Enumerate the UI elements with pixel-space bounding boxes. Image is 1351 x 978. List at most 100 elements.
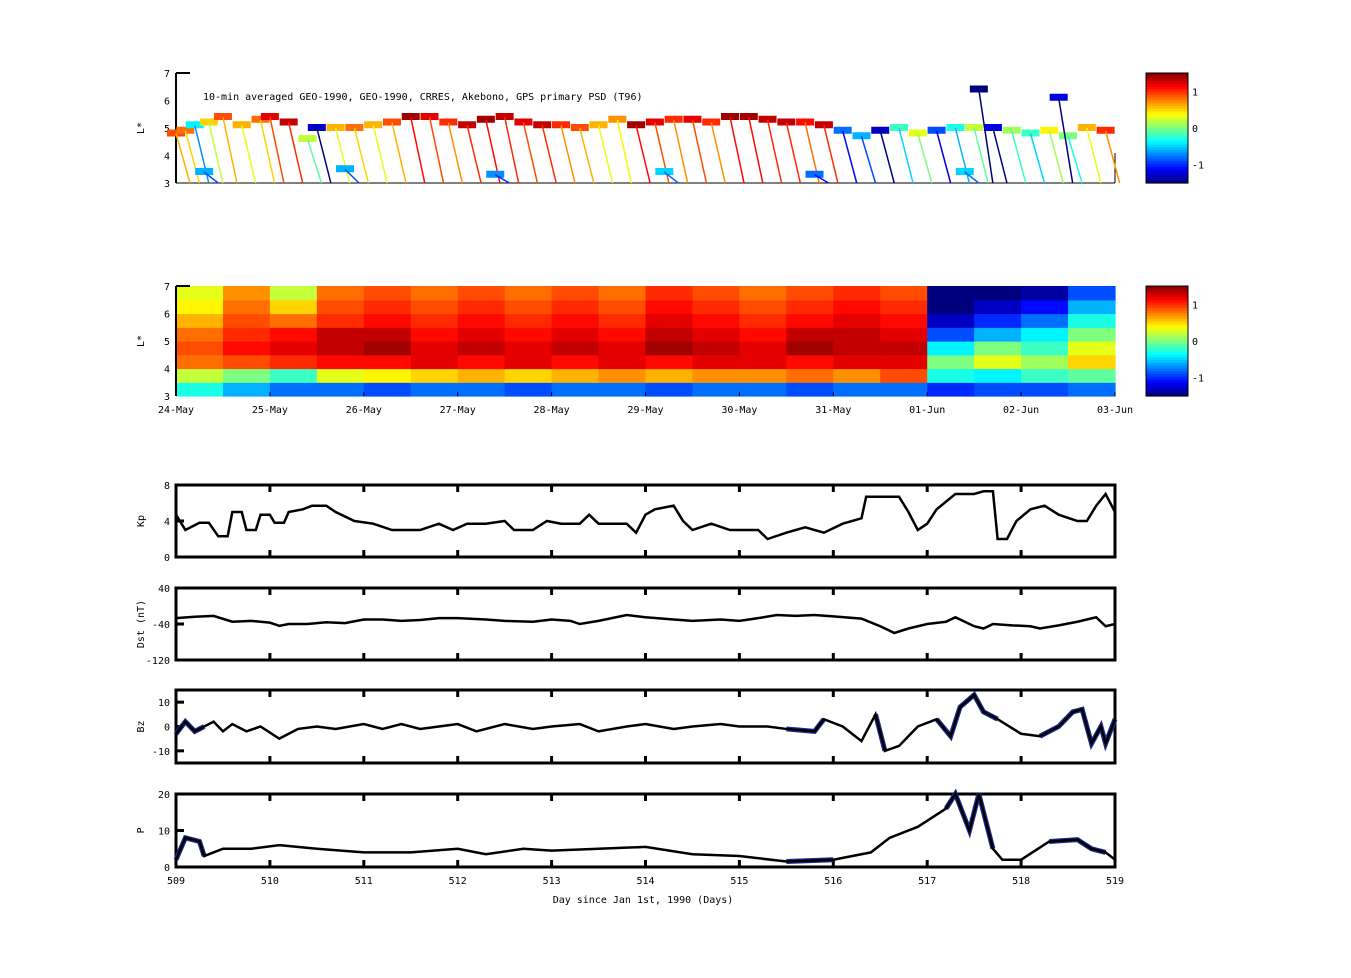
kp-y-tick-label: 4	[164, 517, 170, 528]
model-psd-colorbar-cell	[1146, 374, 1188, 378]
heatmap-cell	[457, 299, 506, 315]
heatmap-cell	[363, 286, 412, 301]
heatmap-cell	[222, 327, 271, 342]
psd-point	[805, 170, 824, 178]
model-psd-colorbar-cell	[1146, 332, 1188, 337]
psd-point	[927, 126, 946, 134]
psd-trace	[1104, 130, 1121, 184]
heatmap-cell	[1068, 368, 1116, 383]
psd-trace	[748, 116, 764, 184]
observed-psd-panel: 3 4 5 6 7 L* 1 0 -1	[136, 69, 1204, 190]
model-psd-colorbar-cell	[1146, 286, 1188, 290]
heatmap-cell	[833, 368, 881, 383]
date-tick-label: 28-May	[534, 405, 570, 416]
psd-trace	[560, 125, 576, 184]
heatmap-cell	[269, 368, 318, 383]
model-psd-colorbar-frame	[1145, 285, 1189, 397]
heatmap-cell	[974, 368, 1022, 383]
heatmap-cell	[1068, 382, 1116, 397]
model-psd-colorbar-cell	[1146, 291, 1188, 295]
x-axis-label: Day since Jan 1st, 1990 (Days)	[553, 895, 734, 906]
psd-point	[251, 115, 270, 123]
observed-psd-colorbar-cell	[1146, 103, 1188, 107]
date-tick-label: 29-May	[627, 405, 663, 416]
psd-point	[908, 129, 927, 137]
bz-series-line	[175, 692, 1117, 753]
heatmap-cell	[598, 382, 647, 397]
psd-trace	[1029, 133, 1046, 184]
heatmap-cell	[786, 327, 834, 342]
model-psd-colorbar-cell	[1146, 310, 1188, 315]
psd-point	[833, 126, 852, 134]
observed-psd-colorbar-cell	[1146, 122, 1188, 126]
x-tick-label: 518	[1012, 876, 1030, 887]
observed-psd-colorbar-cell	[1146, 139, 1188, 143]
heatmap-cell	[880, 341, 928, 356]
model-psd-colorbar-cell	[1146, 288, 1188, 293]
psd-point	[298, 135, 317, 142]
observed-psd-colorbar-cell	[1146, 92, 1188, 96]
heatmap-cell	[176, 341, 224, 356]
heatmap-cell	[692, 354, 740, 370]
observed-psd-colorbar-cell	[1146, 152, 1188, 157]
heatmap-cell	[739, 299, 787, 315]
heatmap-cell	[1021, 313, 1069, 328]
observed-psd-colorbar-cell	[1146, 130, 1188, 135]
heatmap-cell	[1068, 313, 1116, 328]
psd-trace	[823, 125, 839, 184]
heatmap-cell	[645, 299, 694, 315]
model-psd-colorbar-cell	[1146, 382, 1188, 386]
model-psd-panel: 3 4 5 6 7 L* 24-May 25-May 26-May 27-May 28-May 29-…	[136, 282, 1204, 416]
model-psd-colorbar-cell	[1146, 390, 1188, 394]
psd-point	[946, 124, 965, 131]
heatmap-cell	[833, 313, 881, 328]
model-psd-colorbar-cell	[1146, 338, 1188, 342]
date-tick-label: 24-May	[158, 405, 194, 416]
kp-y-tick-label: 0	[164, 553, 170, 564]
heatmap-cell	[1068, 327, 1116, 342]
heatmap-cell	[410, 286, 459, 301]
heatmap-cell	[1068, 286, 1116, 301]
psd-point	[758, 115, 777, 123]
heatmap-cell	[786, 368, 834, 383]
observed-psd-colorbar-cell	[1146, 136, 1188, 140]
model-psd-colorbar-cell	[1146, 376, 1188, 381]
heatmap-cell	[927, 382, 975, 397]
psd-trace	[466, 125, 482, 184]
heatmap-cell	[1068, 341, 1116, 356]
psd-trace	[663, 171, 679, 184]
heatmap-cell	[833, 341, 881, 356]
heatmap-cell	[833, 382, 881, 397]
psd-point	[476, 115, 495, 123]
psd-point	[232, 121, 251, 129]
heatmap-cell	[880, 313, 928, 328]
observed-psd-colorbar-cell	[1146, 155, 1188, 159]
model-psd-colorbar-cell	[1146, 330, 1188, 334]
heatmap-cell	[410, 299, 459, 315]
heatmap-cell	[645, 341, 694, 356]
heatmap-cell	[974, 286, 1022, 301]
heatmap-cell	[786, 354, 834, 370]
heatmap-cell	[833, 299, 881, 315]
heatmap-cell	[927, 368, 975, 383]
psd-trace	[269, 116, 285, 184]
heatmap-cell	[504, 313, 553, 328]
heatmap-cell	[598, 327, 647, 342]
observed-psd-colorbar-cell	[1146, 81, 1188, 85]
observed-psd-colorbar-cell	[1146, 144, 1188, 148]
heatmap-cell	[927, 299, 975, 315]
heatmap-cell	[316, 327, 365, 342]
psd-point	[176, 126, 195, 134]
date-tick-label: 30-May	[721, 405, 757, 416]
date-tick-label: 02-Jun	[1003, 405, 1039, 416]
heatmap-cell	[551, 313, 600, 328]
heatmap-cell	[269, 327, 318, 342]
heatmap-cell	[222, 313, 271, 328]
psd-trace	[964, 171, 980, 184]
model-psd-colorbar-tick: 0	[1192, 337, 1198, 348]
heatmap-cell	[645, 368, 694, 383]
heatmap-cell	[692, 368, 740, 383]
psd-point	[307, 124, 326, 131]
model-psd-colorbar-cell	[1146, 313, 1188, 317]
